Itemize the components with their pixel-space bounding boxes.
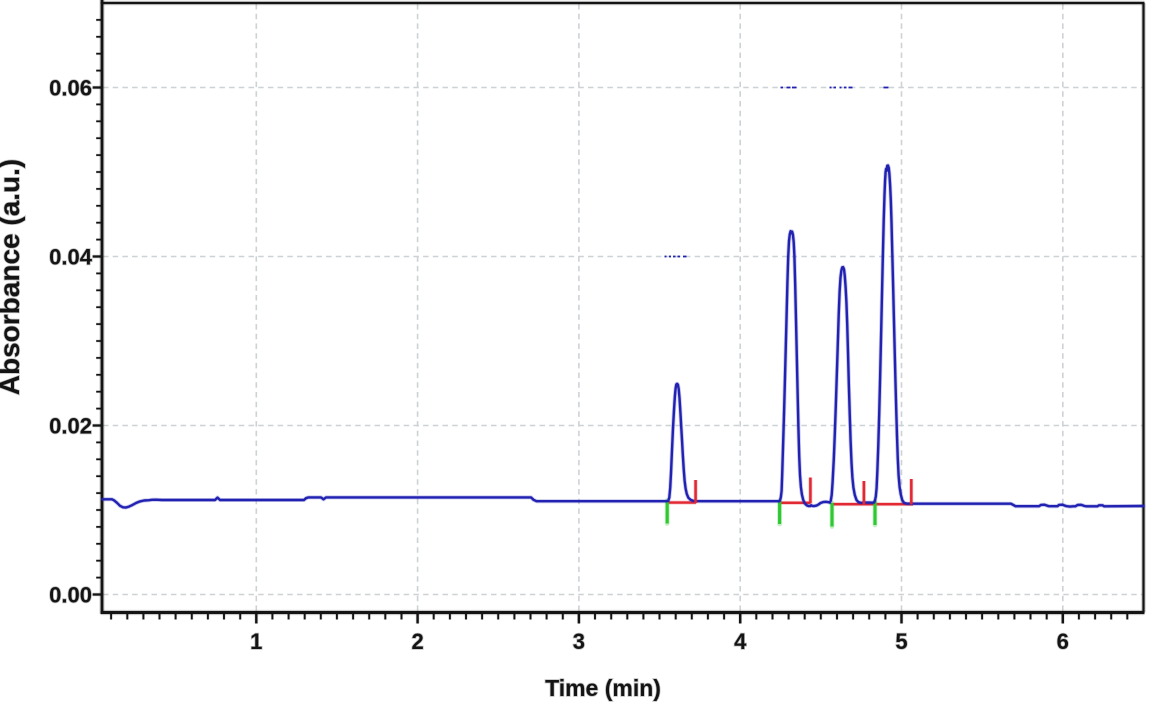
svg-text:4: 4 [734, 629, 747, 654]
svg-text:5: 5 [895, 629, 907, 654]
svg-text:Absorbance (a.u.): Absorbance (a.u.) [0, 159, 25, 395]
svg-text:6: 6 [1057, 629, 1069, 654]
svg-text:2: 2 [411, 629, 423, 654]
svg-text:0.06: 0.06 [49, 76, 92, 101]
svg-text:3: 3 [573, 629, 585, 654]
svg-text:1: 1 [250, 629, 262, 654]
svg-text:0.02: 0.02 [49, 414, 92, 439]
svg-text:0.00: 0.00 [49, 583, 92, 608]
svg-text:0.04: 0.04 [49, 245, 93, 270]
svg-text:Time (min): Time (min) [545, 675, 661, 701]
